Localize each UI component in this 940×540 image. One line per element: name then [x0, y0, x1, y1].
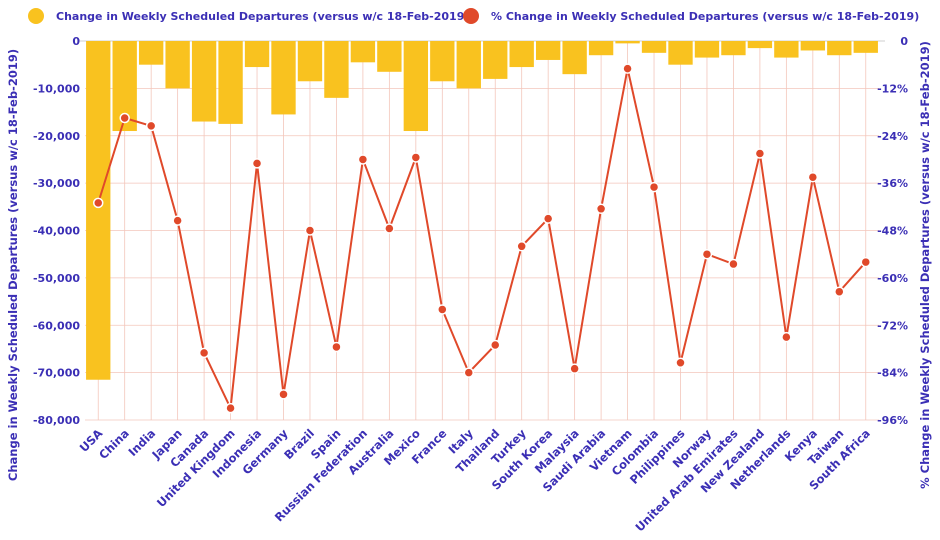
y-tick-left: -70,000	[33, 367, 80, 380]
line-point	[675, 357, 686, 369]
bar-series	[86, 41, 878, 380]
bar	[324, 41, 349, 98]
line-point	[542, 213, 554, 224]
y-tick-left: -50,000	[33, 272, 80, 285]
y-tick-right: -84%	[877, 367, 908, 380]
line-point	[701, 248, 713, 260]
bar	[430, 41, 455, 82]
line-point	[384, 223, 395, 234]
y-tick-left: -40,000	[33, 225, 80, 238]
x-tick: China	[96, 426, 132, 462]
bar	[535, 41, 561, 60]
bar	[562, 41, 587, 75]
y-axis-left-title: Change in Weekly Scheduled Departures (v…	[6, 49, 20, 481]
y-tick-left: -10,000	[33, 82, 80, 95]
legend: Change in Weekly Scheduled Departures (v…	[28, 8, 919, 24]
line-point	[728, 258, 739, 270]
y-tick-left: -20,000	[33, 130, 80, 143]
bar	[668, 41, 693, 65]
line-point	[225, 402, 236, 414]
line-point	[516, 241, 527, 252]
y-tick-right: -48%	[877, 225, 908, 238]
bar	[721, 41, 746, 56]
bar	[509, 41, 534, 68]
line-point	[331, 341, 342, 353]
y-tick-left: -80,000	[33, 414, 80, 427]
line-point	[198, 347, 210, 359]
bar	[615, 41, 640, 44]
y-tick-left: -60,000	[33, 319, 80, 332]
bar	[218, 41, 243, 124]
bar	[165, 41, 190, 89]
line-point	[648, 181, 660, 193]
series-line	[97, 68, 867, 412]
bar	[588, 41, 614, 56]
y-tick-right: -60%	[877, 272, 908, 285]
legend-label-line: % Change in Weekly Scheduled Departures …	[491, 10, 919, 23]
line-point	[278, 389, 289, 400]
line-point	[781, 331, 792, 343]
line-point	[145, 120, 157, 132]
y-tick-right: -12%	[877, 82, 908, 95]
line-point	[622, 63, 633, 74]
bar	[86, 41, 111, 380]
bar	[853, 41, 878, 53]
bar	[244, 41, 270, 68]
line-point	[119, 112, 130, 124]
bar	[774, 41, 799, 58]
y-tick-right: -96%	[877, 414, 908, 427]
line-point	[595, 203, 607, 215]
bar	[641, 41, 667, 53]
right-axis-ticks: 0 -12% -24% -36% -48% -60% -72% -84% -96%	[877, 35, 908, 427]
bar	[747, 41, 773, 49]
bar	[403, 41, 429, 132]
bar	[138, 41, 164, 65]
bar	[377, 41, 402, 72]
line-point	[92, 197, 104, 209]
line-point	[860, 256, 872, 268]
bar	[483, 41, 508, 79]
line-point	[410, 152, 422, 163]
line-point	[807, 171, 819, 183]
bar	[456, 41, 481, 89]
line-point	[489, 339, 501, 351]
legend-swatch-bars	[28, 8, 44, 24]
line-point	[304, 225, 316, 236]
y-tick-left: 0	[72, 35, 80, 48]
bar	[800, 41, 826, 51]
y-tick-right: 0	[900, 35, 908, 48]
y-tick-right: -72%	[877, 319, 908, 332]
bar	[271, 41, 296, 115]
line-point	[834, 286, 845, 297]
bar	[191, 41, 217, 122]
y-axis-right-title: % Change in Weekly Scheduled Departures …	[918, 41, 932, 489]
bar	[350, 41, 376, 63]
legend-swatch-line	[463, 8, 479, 24]
y-tick-right: -36%	[877, 177, 908, 190]
line-point	[172, 215, 183, 226]
line-point	[463, 367, 475, 378]
line-point	[251, 158, 263, 169]
line-series	[92, 63, 872, 414]
bar	[694, 41, 720, 58]
line-point	[754, 148, 766, 159]
y-tick-right: -24%	[877, 130, 908, 143]
line-point	[569, 363, 580, 374]
line-point	[437, 304, 448, 315]
bar	[297, 41, 323, 82]
line-point	[357, 154, 369, 165]
left-axis-ticks: 0 -10,000 -20,000 -30,000 -40,000 -50,000 -60,…	[33, 35, 80, 427]
y-tick-left: -30,000	[33, 177, 80, 190]
bar	[827, 41, 852, 56]
legend-label-bars: Change in Weekly Scheduled Departures (v…	[56, 10, 469, 23]
